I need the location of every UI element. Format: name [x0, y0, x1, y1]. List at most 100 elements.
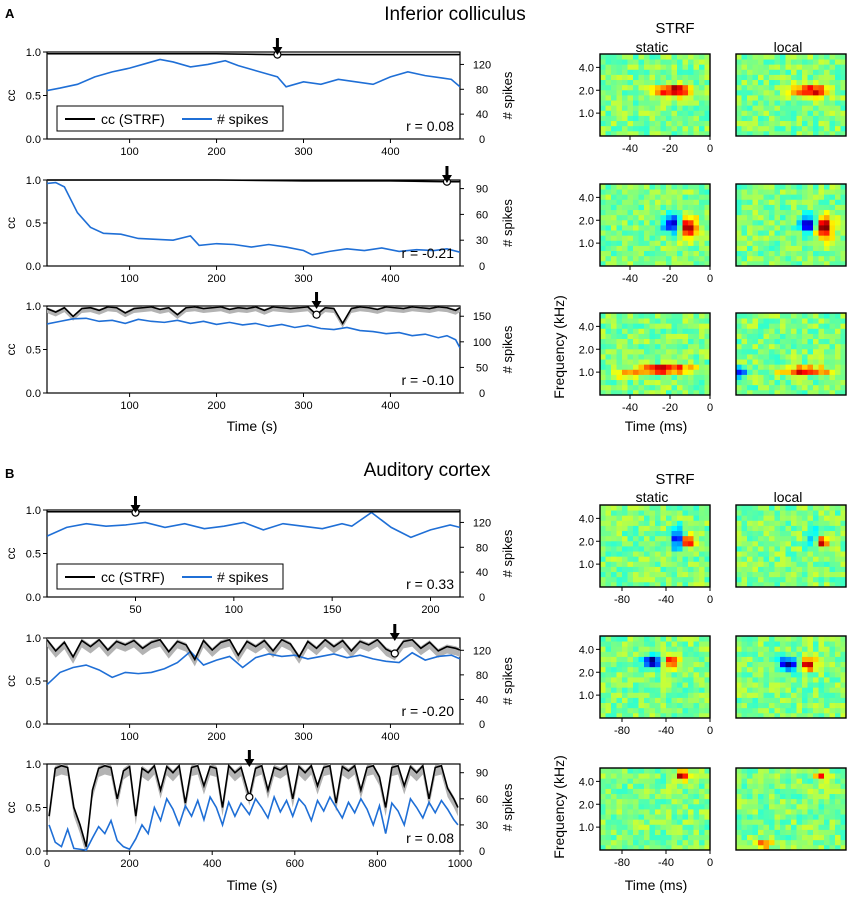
strf-cell: [840, 359, 847, 365]
strf-cell: [796, 194, 803, 200]
strf-cell: [758, 661, 764, 668]
strf-cell: [605, 260, 612, 267]
strf-cell: [616, 551, 623, 557]
strf-cell: [688, 115, 694, 122]
strf-cell: [699, 204, 705, 211]
strf-cell: [666, 556, 672, 562]
y-left-tick-label: 0.5: [26, 345, 41, 357]
strf-cell: [774, 110, 781, 116]
strf-cell: [649, 374, 656, 381]
strf-cell: [682, 379, 689, 386]
strf-cell: [660, 110, 667, 116]
strf-cell: [605, 656, 612, 663]
strf-cell: [671, 95, 678, 101]
strf-cell: [688, 666, 694, 673]
strf-cell: [796, 809, 803, 815]
strf-cell: [693, 333, 700, 340]
strf-cell: [600, 697, 606, 704]
strf-cell: [736, 338, 742, 345]
strf-cell: [796, 829, 803, 836]
strf-cell: [747, 535, 753, 542]
strf-cell: [791, 707, 797, 714]
strf-cell: [813, 551, 819, 557]
strf-cell: [616, 379, 623, 386]
strf-cell: [818, 561, 825, 567]
strf-cell: [747, 783, 753, 789]
strf-cell: [704, 214, 711, 221]
strf-cell: [835, 844, 841, 851]
strf-cell: [666, 793, 672, 800]
strf-cell: [688, 525, 694, 532]
strf-cell: [752, 535, 759, 542]
strf-cell: [736, 641, 742, 647]
strf-cell: [611, 260, 617, 267]
strf-cell: [829, 546, 836, 552]
strf-cell: [780, 369, 786, 375]
strf-cell: [605, 323, 612, 329]
strf-cell: [763, 540, 770, 547]
strf-cell: [747, 338, 753, 345]
strf-cell: [774, 687, 781, 693]
strf-cell: [671, 702, 678, 709]
strf-cell: [769, 333, 775, 340]
strf-cell: [736, 535, 742, 542]
strf-cell: [813, 671, 819, 678]
strf-cell: [763, 209, 770, 216]
strf-cell: [774, 74, 781, 81]
strf-cell: [699, 561, 705, 567]
strf-cell: [774, 184, 781, 190]
strf-cell: [666, 551, 672, 557]
strf-cell: [671, 384, 678, 391]
correlation-label: r = 0.08: [406, 830, 454, 846]
strf-cell: [747, 125, 753, 132]
strf-cell: [829, 839, 836, 846]
strf-cell: [616, 209, 623, 216]
strf-cell: [785, 199, 792, 205]
strf-cell: [802, 199, 808, 205]
strf-cell: [780, 540, 786, 547]
strf-cell: [611, 199, 617, 205]
strf-cell: [791, 89, 797, 96]
strf-cell: [829, 581, 836, 588]
strf-cell: [688, 803, 694, 810]
strf-cell: [622, 829, 628, 836]
strf-cell: [682, 225, 689, 231]
strf-cell: [699, 130, 705, 137]
strf-cell: [818, 318, 825, 324]
strf-cell: [774, 803, 781, 810]
strf-cell: [807, 571, 814, 578]
strf-cell: [649, 702, 656, 709]
strf-cell: [704, 374, 711, 381]
strf-cell: [699, 829, 705, 836]
strf-cell: [769, 69, 775, 75]
strf-cell: [616, 369, 623, 375]
strf-cell: [616, 778, 623, 784]
strf-cell: [622, 661, 628, 668]
strf-cell: [807, 348, 814, 355]
strf-cell: [638, 819, 645, 825]
strf-cell: [840, 561, 847, 567]
strf-cell: [780, 374, 786, 381]
strf-cell: [780, 389, 786, 396]
strf-cell: [677, 783, 683, 789]
strf-cell: [774, 343, 781, 350]
strf-cell: [600, 214, 606, 221]
strf-cell: [616, 809, 623, 815]
strf-cell: [829, 105, 836, 111]
strf-cell: [785, 702, 792, 709]
strf-cell: [802, 364, 808, 370]
strf-cell: [649, 677, 656, 683]
strf-cell: [785, 69, 792, 75]
strf-cell: [752, 64, 759, 70]
strf-cell: [638, 235, 645, 241]
strf-cell: [736, 354, 742, 360]
strf-cell: [813, 214, 819, 221]
strf-cell: [693, 515, 700, 521]
strf-cell: [660, 250, 667, 257]
strf-cell: [699, 379, 705, 386]
strf-cell: [688, 313, 694, 319]
strf-cell: [611, 510, 617, 516]
strf-cell: [660, 566, 667, 573]
strf-cell: [693, 359, 700, 365]
y-right-tick-label: 60: [476, 794, 488, 806]
